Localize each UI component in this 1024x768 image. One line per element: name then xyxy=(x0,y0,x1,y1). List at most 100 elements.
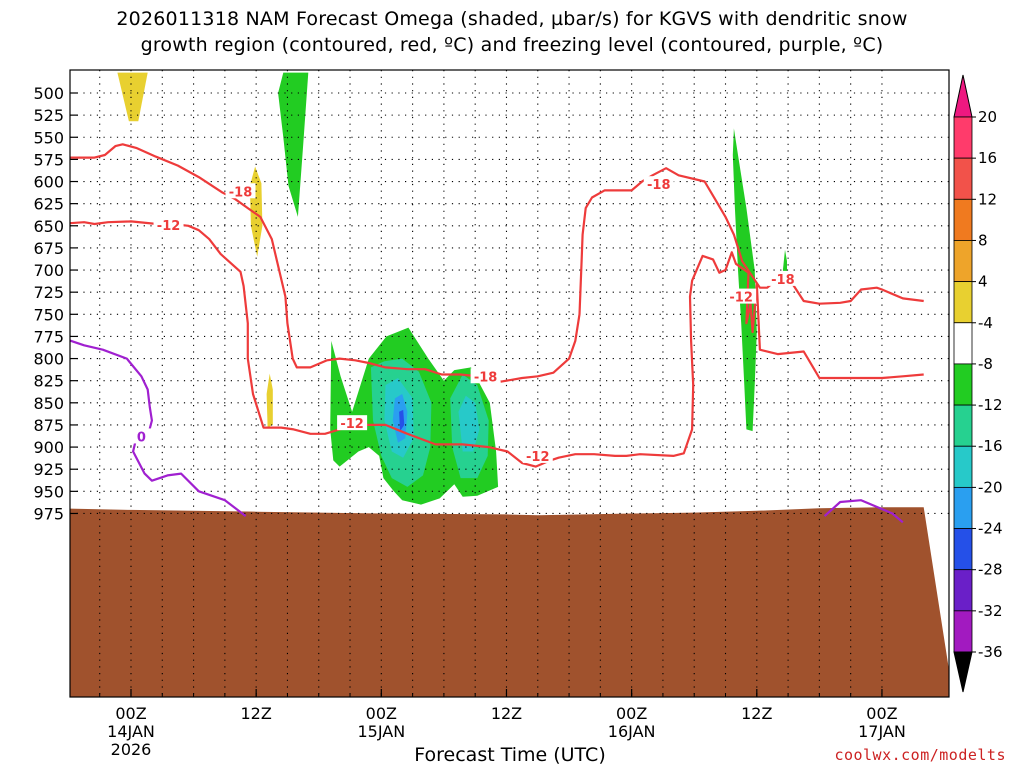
colorbar-label: -4 xyxy=(978,314,993,332)
y-tick-label: 525 xyxy=(33,106,64,125)
colorbar-label: -8 xyxy=(978,355,993,373)
chart-title-line-2: growth region (contoured, red, ºC) and f… xyxy=(140,34,884,56)
y-tick-label: 500 xyxy=(33,84,64,103)
colorbar: 20 16 12 8 4 -4 -8 -12 -16 -20 -24 -28 -32 -36 xyxy=(953,74,1003,693)
y-tick-label: 975 xyxy=(33,504,64,523)
freezing-level-line xyxy=(70,339,247,517)
colorbar-block xyxy=(953,198,973,241)
colorbar-block xyxy=(953,610,973,653)
y-tick-label: 800 xyxy=(33,350,64,369)
y-tick-label: 825 xyxy=(33,372,64,391)
freezing-level-line xyxy=(823,499,904,524)
colorbar-label: 4 xyxy=(978,273,988,291)
colorbar-label: -24 xyxy=(978,520,1003,538)
freezing-level-contours xyxy=(70,339,904,524)
y-tick-label: 875 xyxy=(33,416,64,435)
contour-label: -12 xyxy=(729,291,753,306)
omega-region xyxy=(278,72,309,217)
contour-label: -18 xyxy=(474,370,498,385)
colorbar-block xyxy=(953,569,973,612)
y-tick-label: 950 xyxy=(33,482,64,501)
colorbar-label: 12 xyxy=(978,190,997,208)
x-tick-label: 12Z xyxy=(741,704,772,723)
colorbar-block xyxy=(953,240,973,283)
pressure-axis: 500 525 550 575 600 625 650 675 700 725 750 775 800 8… xyxy=(33,84,78,523)
colorbar-block xyxy=(953,445,973,488)
x-tick-year: 2026 xyxy=(111,740,152,759)
isotherm-line xyxy=(70,143,924,383)
contour-label-background xyxy=(726,288,757,304)
y-tick-label: 925 xyxy=(33,460,64,479)
y-tick-label: 550 xyxy=(33,128,64,147)
y-tick-label: 900 xyxy=(33,438,64,457)
y-tick-label: 700 xyxy=(33,261,64,280)
contour-label-background xyxy=(522,447,553,463)
colorbar-label: -36 xyxy=(978,643,1003,661)
x-tick-label: 00Z xyxy=(616,704,647,723)
x-axis-label: Forecast Time (UTC) xyxy=(414,744,606,766)
colorbar-block xyxy=(953,281,973,324)
contour-label-background xyxy=(643,176,674,192)
contour-label-background xyxy=(126,428,157,444)
contour-label: -12 xyxy=(526,450,550,465)
contour-label: -12 xyxy=(340,417,364,432)
omega-shading xyxy=(17,72,787,505)
colorbar-label: -20 xyxy=(978,478,1003,496)
colorbar-bottom-arrow xyxy=(953,651,973,693)
colorbar-block xyxy=(953,363,973,406)
colorbar-label: -32 xyxy=(978,602,1003,620)
x-tick-date: 15JAN xyxy=(357,722,405,741)
y-tick-label: 675 xyxy=(33,239,64,258)
terrain-area xyxy=(70,507,949,697)
omega-region xyxy=(732,128,757,432)
colorbar-label: 16 xyxy=(978,149,997,167)
colorbar-label: -28 xyxy=(978,561,1003,579)
contour-label: -12 xyxy=(157,219,181,234)
contour-label-background xyxy=(225,183,256,199)
colorbar-block xyxy=(953,116,973,159)
chart-title-line-1: 2026011318 NAM Forecast Omega (shaded, µ… xyxy=(116,8,908,30)
y-tick-label: 625 xyxy=(33,195,64,214)
colorbar-label: -12 xyxy=(978,396,1003,414)
contour-label: -18 xyxy=(647,178,671,193)
colorbar-block xyxy=(953,528,973,571)
x-tick-date: 17JAN xyxy=(858,722,906,741)
colorbar-label: -16 xyxy=(978,437,1003,455)
y-tick-label: 850 xyxy=(33,394,64,413)
contour-label-background xyxy=(470,368,501,384)
omega-region xyxy=(117,72,148,122)
y-tick-label: 775 xyxy=(33,327,64,346)
plot-frame xyxy=(69,69,950,698)
omega-region xyxy=(458,395,480,452)
omega-region xyxy=(17,151,23,226)
colorbar-block xyxy=(953,404,973,447)
x-tick-label: 00Z xyxy=(866,704,897,723)
colorbar-block xyxy=(953,486,973,529)
colorbar-top-arrow xyxy=(953,74,973,118)
colorbar-label: 20 xyxy=(978,108,997,126)
x-tick-label: 00Z xyxy=(366,704,397,723)
contour-label: -18 xyxy=(229,185,253,200)
x-tick-label: 12Z xyxy=(491,704,522,723)
contour-label: 0 xyxy=(137,430,146,445)
omega-region xyxy=(399,409,405,432)
contour-label: -18 xyxy=(771,273,795,288)
x-tick-label: 12Z xyxy=(240,704,271,723)
x-tick-date: 16JAN xyxy=(608,722,656,741)
contour-label-background xyxy=(337,415,368,431)
colorbar-label: 8 xyxy=(978,231,988,249)
colorbar-block xyxy=(953,322,973,365)
terrain-fill xyxy=(70,507,949,697)
contour-label-background xyxy=(153,216,184,232)
site-credit: coolwx.com/modelts xyxy=(834,746,1006,764)
x-tick-label: 00Z xyxy=(115,704,146,723)
omega-region xyxy=(266,373,273,428)
contour-labels: -12 -12 -12 -12 -18 -18 -18 -18 0 xyxy=(126,176,798,465)
contour-label-background xyxy=(767,270,798,286)
x-tick-date: 14JAN xyxy=(107,722,155,741)
y-tick-label: 650 xyxy=(33,217,64,236)
y-tick-label: 750 xyxy=(33,305,64,324)
y-tick-label: 575 xyxy=(33,150,64,169)
